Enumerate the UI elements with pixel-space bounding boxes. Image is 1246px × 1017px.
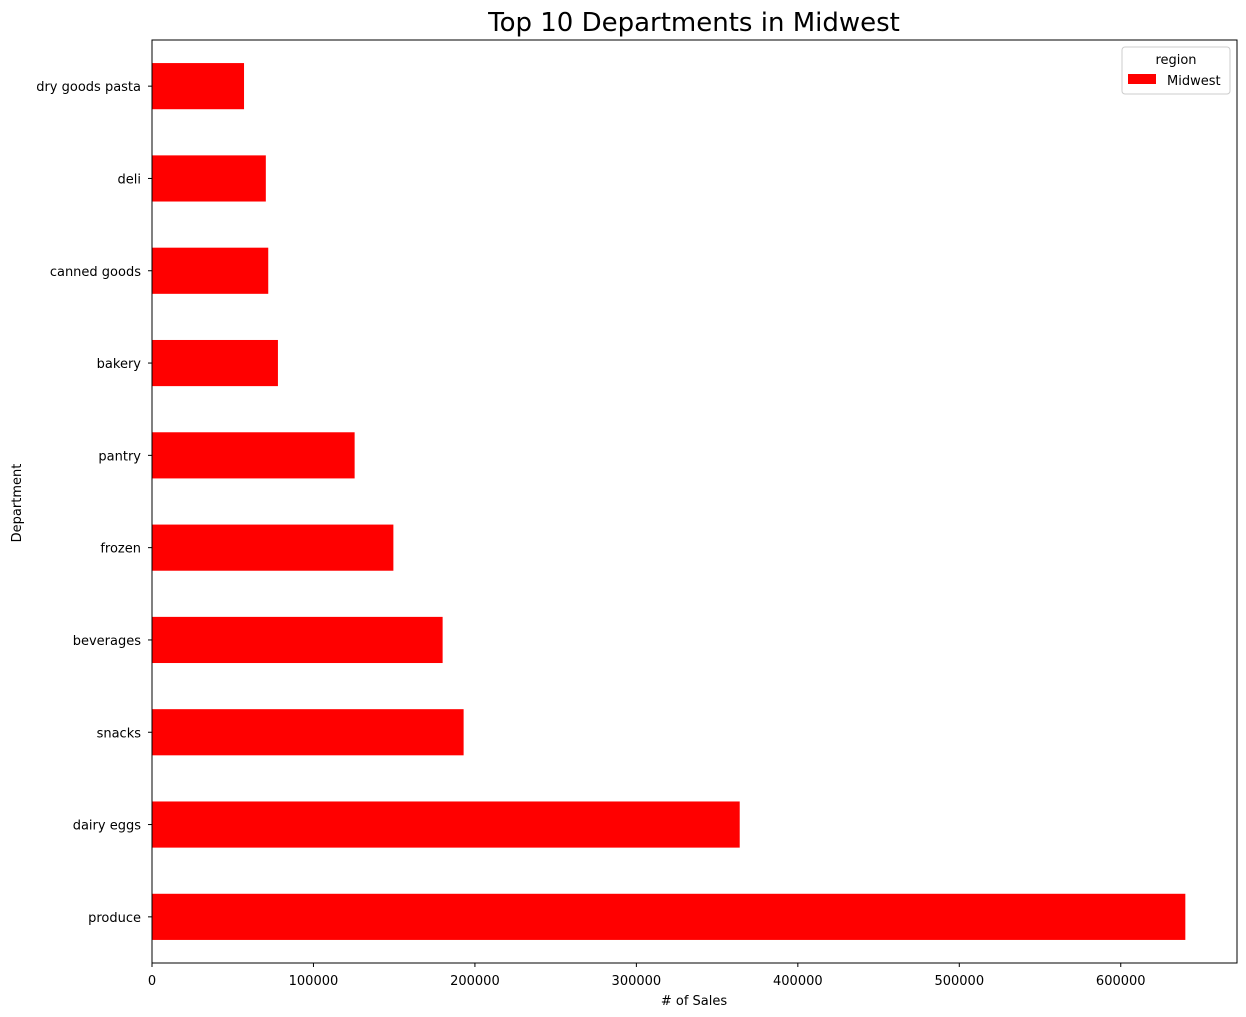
bar-pantry xyxy=(152,432,355,479)
chart-title: Top 10 Departments in Midwest xyxy=(487,8,900,38)
bar-frozen xyxy=(152,524,394,571)
bar-snacks xyxy=(152,709,464,756)
plot-frame xyxy=(151,39,1238,964)
bar-bakery xyxy=(152,339,278,387)
x-tick-label: 600000 xyxy=(1096,974,1146,989)
y-tick-label: pantry xyxy=(98,449,141,464)
x-tick-label: 0 xyxy=(148,974,156,989)
bar-dry-goods-pasta xyxy=(152,63,245,110)
y-axis-label: Department xyxy=(10,464,25,543)
legend-swatch-midwest xyxy=(1128,74,1156,84)
y-tick-label: deli xyxy=(118,172,141,187)
legend-label-midwest: Midwest xyxy=(1167,74,1221,89)
bar-dairy-eggs xyxy=(152,801,740,848)
bar-deli xyxy=(152,155,266,202)
bar-canned-goods xyxy=(152,247,269,294)
x-tick-label: 100000 xyxy=(289,974,339,989)
bar-beverages xyxy=(152,616,443,664)
x-tick-label: 200000 xyxy=(450,974,500,989)
y-tick-label: canned goods xyxy=(50,265,141,280)
x-axis-ticks: 0 100000 200000 300000 400000 500000 600000 xyxy=(148,963,1146,989)
y-tick-label: dry goods pasta xyxy=(36,80,141,95)
legend-title: region xyxy=(1155,53,1196,68)
y-tick-label: snacks xyxy=(97,726,142,741)
legend: region Midwest xyxy=(1121,46,1231,95)
x-tick-label: 500000 xyxy=(934,974,984,989)
bar-produce xyxy=(152,893,1186,940)
y-tick-label: frozen xyxy=(100,542,141,557)
x-tick-label: 300000 xyxy=(612,974,662,989)
x-axis-label: # of Sales xyxy=(661,994,728,1009)
y-tick-label: produce xyxy=(88,911,141,926)
bars-layer xyxy=(152,63,1186,940)
y-axis-ticks: produce dairy eggs snacks beverages frozen pa… xyxy=(36,80,152,926)
y-tick-label: beverages xyxy=(73,634,142,649)
x-tick-label: 400000 xyxy=(773,974,823,989)
y-tick-label: bakery xyxy=(97,357,142,372)
y-tick-label: dairy eggs xyxy=(73,819,142,834)
